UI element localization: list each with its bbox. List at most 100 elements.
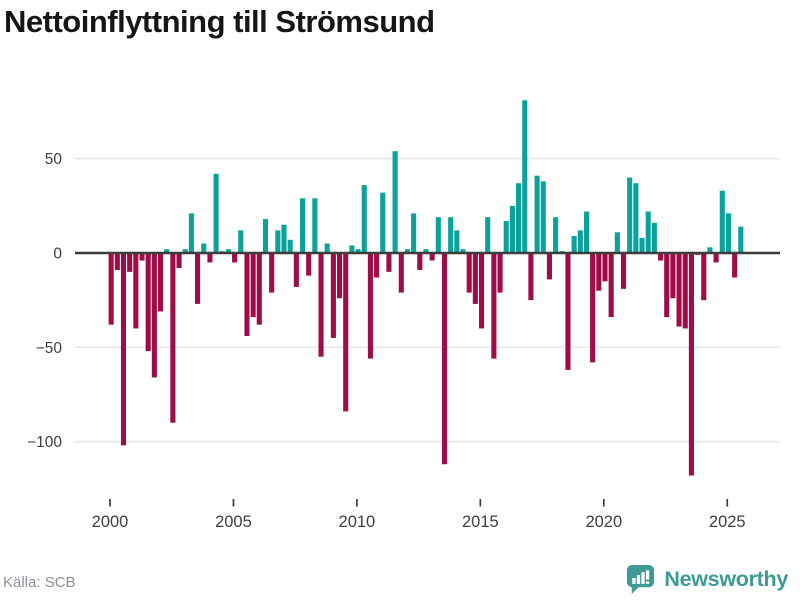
logo-exclamation-line (646, 570, 650, 580)
bar-chart: 50 0 −50 −100 2000 2005 2010 2015 2020 2025 (27, 100, 780, 531)
bar (287, 239, 293, 253)
bar (108, 253, 114, 325)
bar (540, 181, 546, 253)
logo-bar-medium (637, 575, 641, 584)
bar (225, 249, 231, 253)
bar (583, 211, 590, 253)
bar (713, 253, 719, 263)
bar (651, 222, 657, 253)
bar (275, 230, 281, 253)
bar (250, 253, 256, 318)
bar (466, 253, 472, 293)
bar (355, 249, 361, 253)
bar (633, 183, 639, 253)
bar (423, 249, 429, 253)
bar (367, 253, 373, 359)
newsworthy-logo[interactable]: Newsworthy (625, 563, 788, 595)
bar (571, 236, 577, 253)
y-axis-tick-label: −50 (36, 340, 63, 357)
bar (269, 253, 275, 293)
bar (164, 249, 170, 253)
bar (546, 253, 552, 280)
bar (577, 230, 583, 253)
bar (139, 253, 145, 261)
bar (725, 213, 731, 253)
bar (256, 253, 262, 325)
bar (701, 253, 707, 301)
bar (602, 253, 608, 282)
bar (707, 247, 713, 253)
bar (485, 217, 491, 253)
bar (127, 253, 133, 272)
bar (454, 230, 460, 253)
bar (133, 253, 139, 329)
bar (738, 226, 744, 253)
x-axis-tick-label: 2005 (215, 513, 252, 531)
x-axis-tick-label: 2000 (92, 513, 129, 531)
bar (299, 198, 306, 253)
bar (429, 253, 435, 261)
bar (522, 100, 528, 253)
bar (380, 192, 386, 253)
bar (404, 249, 410, 253)
y-axis-tick-label: 50 (45, 151, 63, 168)
bar (670, 253, 676, 299)
bar (682, 253, 688, 329)
bar (238, 230, 244, 253)
bar (590, 253, 596, 363)
bar (349, 245, 355, 253)
bar (497, 253, 503, 293)
bar (170, 253, 176, 423)
bar (343, 253, 349, 412)
bar (213, 173, 219, 253)
source-note: Källa: SCB (3, 574, 76, 591)
bar (553, 217, 559, 253)
bar (509, 205, 515, 253)
bar (516, 183, 522, 253)
bar (114, 253, 120, 270)
bar (324, 243, 330, 253)
bar (639, 237, 645, 253)
bar (374, 253, 380, 278)
bar (120, 253, 127, 446)
x-axis-tick-label: 2010 (339, 513, 376, 531)
logo-exclamation-dot (646, 581, 650, 584)
bar (262, 219, 269, 253)
bar (392, 151, 398, 253)
x-axis-tick-label: 2020 (585, 513, 622, 531)
newsworthy-logo-icon (627, 564, 655, 595)
bar (145, 253, 151, 352)
bar (207, 253, 213, 263)
x-axis-tick-label: 2025 (709, 513, 746, 531)
bar (337, 253, 343, 299)
bar (306, 253, 312, 276)
bar (361, 185, 367, 253)
bar (330, 253, 336, 338)
page-title: Nettoinflyttning till Strömsund (4, 4, 435, 39)
y-axis-tick-label: 0 (53, 246, 62, 263)
bar (534, 175, 540, 253)
bar (645, 211, 651, 253)
y-axis-tick-label: −100 (27, 434, 62, 451)
bar (441, 253, 448, 465)
bar (182, 249, 188, 253)
bar (676, 253, 682, 327)
bar (411, 213, 417, 253)
bar (244, 253, 250, 336)
bar (448, 217, 454, 253)
bar (318, 253, 324, 357)
bar (386, 253, 392, 272)
bar (293, 253, 299, 287)
bar (528, 253, 534, 301)
bar (565, 253, 571, 370)
bar (472, 253, 478, 304)
bar (478, 253, 485, 329)
bar (732, 253, 738, 278)
bar (417, 253, 423, 270)
bar (176, 253, 182, 269)
bar (195, 253, 201, 304)
bar (201, 243, 207, 253)
bar (188, 213, 194, 253)
logo-bar-tall (641, 572, 646, 584)
